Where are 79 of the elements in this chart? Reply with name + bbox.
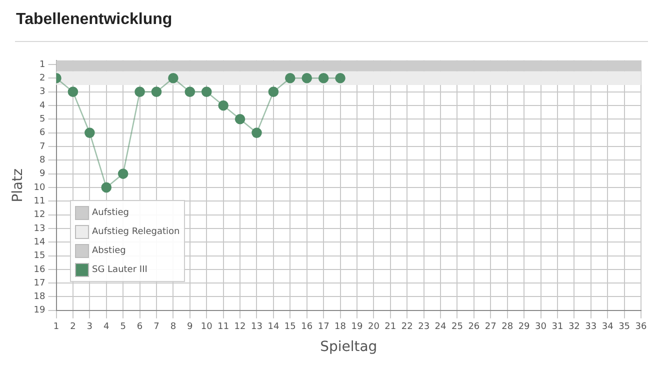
x-tick-label: 13 [251, 322, 262, 332]
x-tick-label: 8 [170, 322, 176, 332]
point [218, 100, 228, 111]
x-tick-label: 24 [434, 322, 447, 332]
y-tick-label: 18 [34, 292, 46, 302]
point [101, 182, 112, 193]
x-tick-label: 31 [552, 322, 564, 332]
point [285, 73, 296, 84]
x-tick-label: 23 [418, 322, 430, 332]
x-tick-label: 14 [268, 322, 280, 332]
x-tick-label: 27 [484, 322, 496, 332]
x-tick-label: 17 [318, 322, 330, 332]
y-tick-label: 1 [40, 60, 46, 70]
x-tick-label: 4 [104, 322, 110, 332]
y-tick-label: 10 [34, 182, 46, 193]
chart-title: Tabellenentwicklung [16, 11, 172, 29]
y-tick-label: 3 [40, 87, 46, 98]
x-tick-label: 16 [301, 322, 313, 332]
x-tick-label: 34 [602, 322, 614, 332]
y-tick-label: 2 [40, 74, 46, 84]
legend-label: Aufstieg [92, 208, 129, 218]
point [302, 73, 312, 84]
point [234, 114, 246, 124]
x-tick-label: 3 [86, 322, 93, 332]
x-tick-label: 30 [535, 322, 547, 332]
y-tick-label: 8 [40, 155, 46, 166]
x-tick-label: 22 [401, 322, 413, 332]
y-tick-label: 19 [34, 306, 46, 316]
x-tick-label: 29 [518, 322, 530, 332]
x-tick-label: 7 [154, 322, 160, 332]
x-tick-label: 25 [451, 322, 463, 332]
x-tick-label: 20 [368, 322, 380, 332]
y-tick-label: 15 [34, 251, 46, 262]
x-tick-label: 32 [568, 322, 580, 332]
x-tick-label: 6 [136, 322, 143, 332]
y-tick-label: 16 [34, 264, 46, 275]
legend-label: Abstieg [92, 246, 126, 256]
y-tick-label: 6 [40, 128, 46, 138]
x-tick-label: 1 [53, 322, 60, 332]
x-tick-label: 33 [585, 322, 597, 332]
x-tick-label: 9 [187, 322, 194, 332]
x-tick-label: 21 [384, 322, 396, 332]
x-tick-label: 10 [200, 322, 213, 332]
x-tick-label: 28 [502, 322, 514, 332]
y-tick-label: 12 [34, 210, 46, 220]
x-axis-title: Spieltag [320, 339, 378, 356]
y-tick-label: 5 [40, 114, 46, 124]
x-tick-label: 19 [351, 322, 363, 332]
y-tick-label: 11 [34, 196, 46, 206]
point [201, 86, 212, 97]
point [118, 168, 128, 179]
point [184, 86, 196, 97]
x-tick-label: 2 [70, 322, 76, 332]
point [268, 86, 279, 97]
point [318, 73, 329, 84]
y-tick-label: 17 [34, 278, 46, 288]
y-tick-label: 14 [34, 237, 46, 248]
point [134, 86, 145, 97]
x-tick-label: 15 [284, 322, 296, 332]
y-axis-title: Platz [10, 168, 26, 202]
y-tick-label: 13 [34, 224, 46, 234]
y-tick-label: 7 [40, 142, 46, 152]
x-tick-label: 26 [468, 322, 480, 332]
x-tick-label: 36 [635, 322, 647, 332]
legend-label: SG Lauter III [92, 264, 148, 274]
point [252, 128, 262, 138]
point [335, 73, 346, 84]
point [68, 86, 78, 97]
y-tick-label: 9 [40, 169, 46, 180]
point [84, 128, 95, 138]
x-tick-label: 35 [618, 322, 630, 332]
x-tick-label: 18 [334, 322, 346, 332]
x-tick-label: 11 [218, 322, 230, 332]
x-tick-label: 12 [234, 322, 246, 332]
point [168, 73, 178, 84]
x-tick-label: 5 [120, 322, 126, 332]
legend-label: Aufstieg Relegation [92, 226, 180, 236]
y-tick-label: 4 [40, 100, 46, 111]
point [151, 86, 162, 97]
